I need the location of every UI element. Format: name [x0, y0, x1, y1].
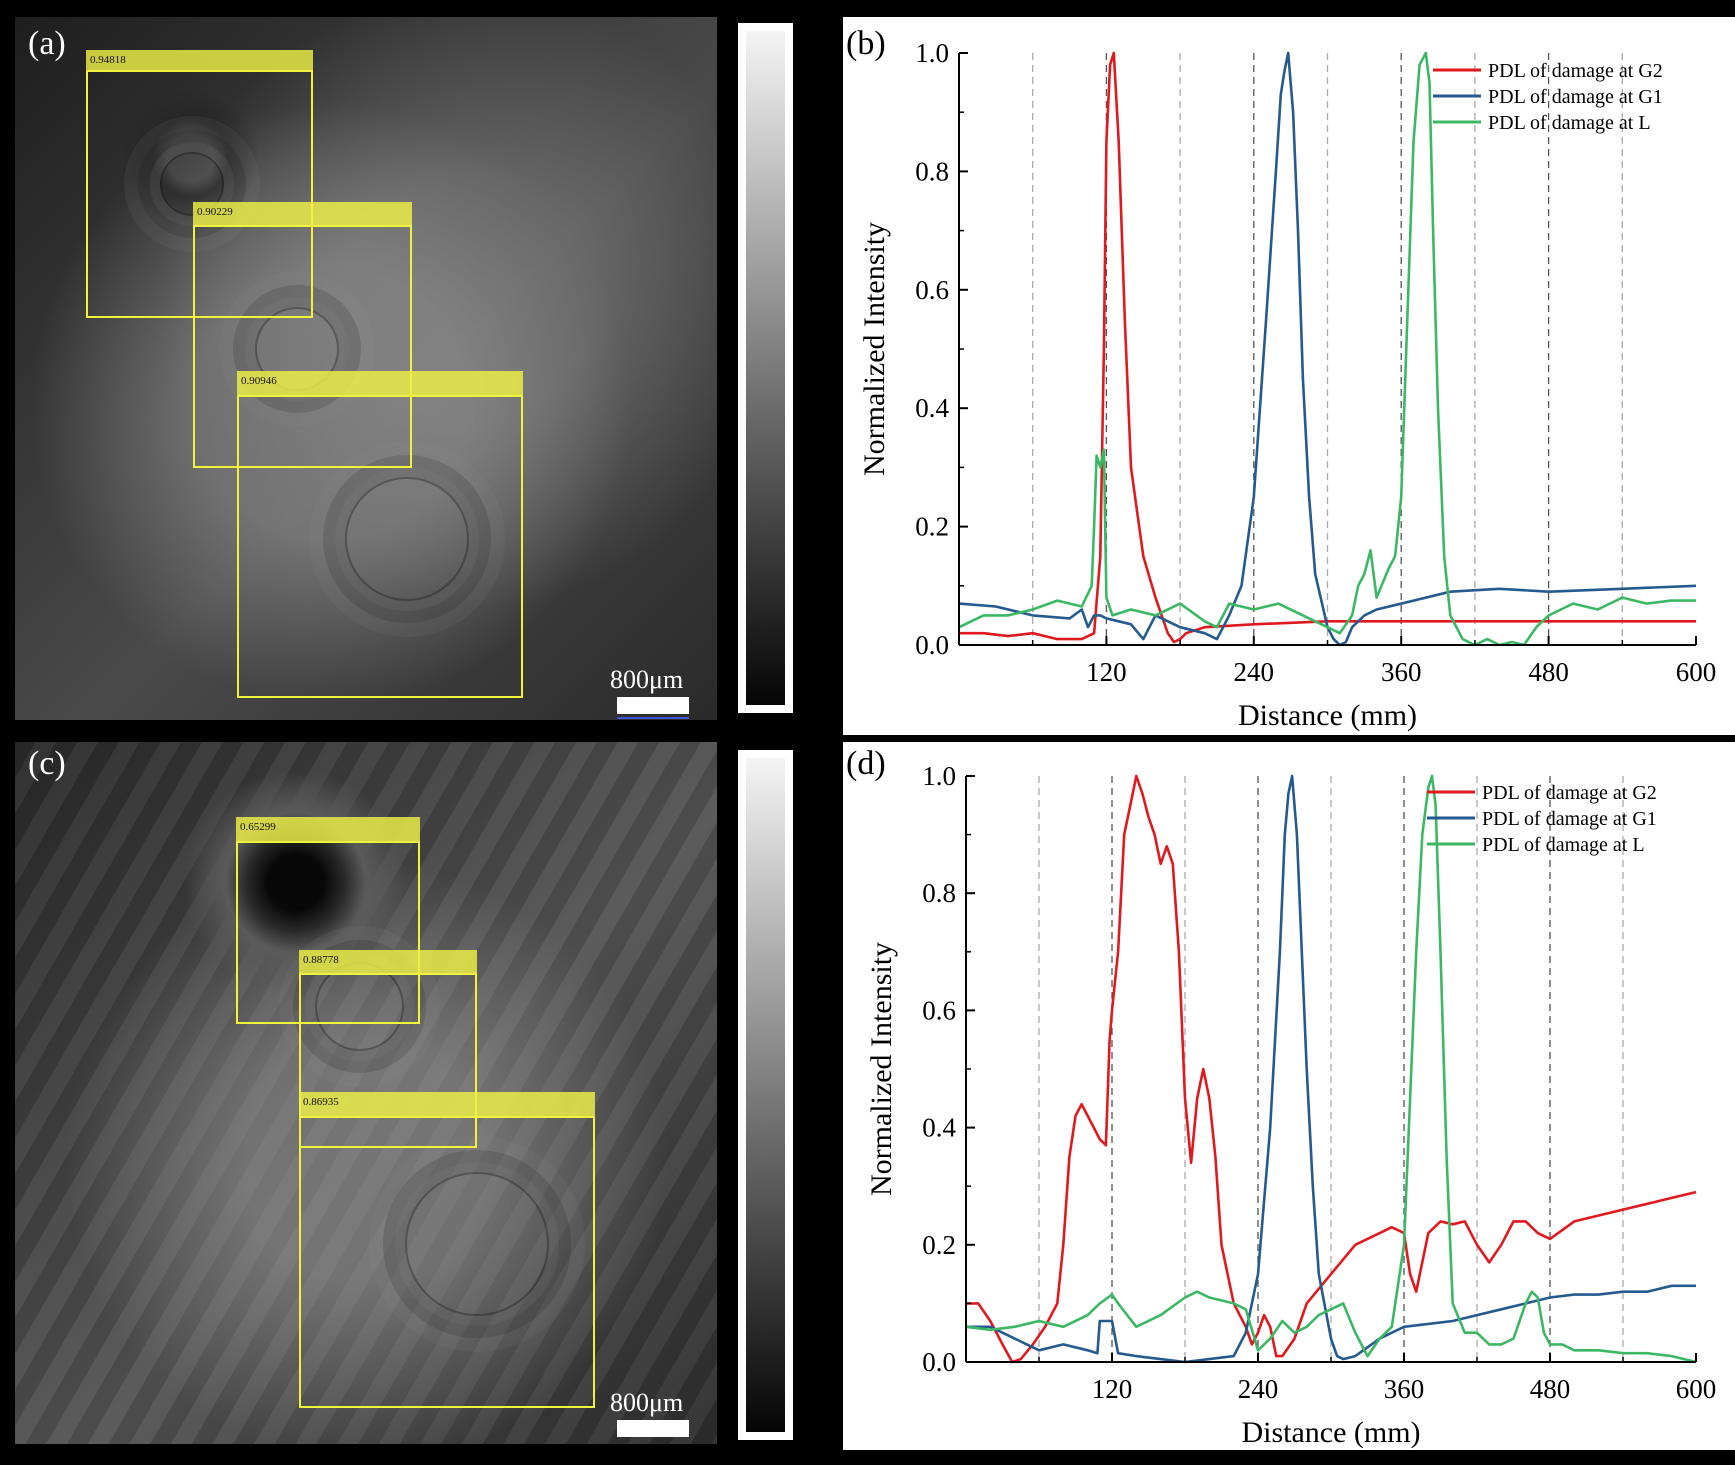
ring-pattern — [345, 477, 469, 601]
panel-label-b: (b) — [846, 25, 886, 62]
x-tick-label: 360 — [1384, 1374, 1425, 1404]
x-tick-label: 480 — [1528, 657, 1569, 687]
scale-bar — [617, 1420, 689, 1437]
x-axis-title: Distance (mm) — [1241, 1416, 1420, 1449]
detection-box — [193, 225, 412, 468]
scale-bar-label: 800μm — [610, 665, 684, 694]
legend-label: PDL of damage at G1 — [1482, 808, 1657, 830]
chart-d: 0.0 0.2 0.4 0.6 0.8 1.0 120 240 360 480 600 Distanc… — [865, 761, 1717, 1449]
ring-pattern — [405, 1172, 549, 1316]
legend-label: PDL of damage at G2 — [1482, 782, 1657, 804]
x-tick-label: 120 — [1092, 1374, 1133, 1404]
panel-label-a: (a) — [28, 25, 66, 62]
x-tick-label: 600 — [1676, 657, 1717, 687]
y-tick-label: 0.4 — [915, 393, 949, 423]
x-tick-label: 240 — [1234, 657, 1275, 687]
series-line — [966, 774, 1697, 1364]
y-axis-title: Normalized Intensity — [858, 222, 891, 476]
ring-pattern — [160, 152, 224, 216]
colorbar-gradient — [746, 31, 785, 705]
series-line — [965, 774, 1697, 1364]
detection-score: 0.90229 — [193, 202, 412, 226]
series-line — [966, 774, 1696, 1364]
legend-label: PDL of damage at G1 — [1488, 86, 1663, 108]
detection-score: 0.90946 — [237, 371, 523, 396]
legend-label: PDL of damage at L — [1488, 112, 1651, 134]
x-tick-label: 480 — [1530, 1374, 1571, 1404]
panel-a-image: 0.94818 0.90229 0.90946 800μm — [15, 17, 717, 720]
panel-label-d: (d) — [846, 745, 886, 782]
y-tick-label: 0.6 — [922, 995, 956, 1025]
x-axis-title: Distance (mm) — [1238, 699, 1417, 732]
chart-b: 0.0 0.2 0.4 0.6 0.8 1.0 120 240 360 480 600 Distanc… — [858, 38, 1717, 732]
panel-d-background — [843, 742, 1735, 1450]
x-tick-label: 240 — [1238, 1374, 1279, 1404]
y-tick-label: 0.0 — [915, 630, 949, 660]
y-tick-label: 0.2 — [922, 1230, 956, 1260]
detection-box — [237, 395, 523, 698]
y-tick-label: 0.6 — [915, 275, 949, 305]
y-tick-label: 0.4 — [922, 1113, 956, 1143]
detection-box — [299, 1116, 595, 1408]
detection-box — [299, 973, 477, 1148]
x-tick-label: 120 — [1086, 657, 1127, 687]
detection-score: 0.86935 — [299, 1092, 595, 1117]
detection-score: 0.94818 — [86, 50, 313, 72]
scale-bar-label: 800μm — [610, 1388, 684, 1417]
scale-bar — [617, 697, 689, 714]
series-line — [959, 51, 1696, 644]
y-tick-label: 1.0 — [922, 761, 956, 791]
panel-c-image: 0.65299 0.88778 0.86935 800μm — [15, 742, 717, 1444]
detection-score: 0.65299 — [236, 817, 420, 842]
y-tick-label: 0.8 — [915, 156, 949, 186]
x-tick-label: 600 — [1676, 1374, 1717, 1404]
x-tick-label: 360 — [1381, 657, 1422, 687]
colorbar-a — [738, 23, 793, 713]
colorbar-c — [738, 750, 793, 1440]
colorbar-gradient — [746, 758, 785, 1432]
y-tick-label: 0.0 — [922, 1347, 956, 1377]
y-tick-label: 0.2 — [915, 512, 949, 542]
y-tick-label: 1.0 — [915, 38, 949, 68]
scale-bar-underline — [617, 717, 689, 719]
series-line — [958, 51, 1697, 647]
panel-label-c: (c) — [28, 745, 66, 782]
y-tick-label: 0.8 — [922, 878, 956, 908]
y-axis-title: Normalized Intensity — [865, 942, 898, 1196]
legend-label: PDL of damage at L — [1482, 834, 1645, 856]
legend-label: PDL of damage at G2 — [1488, 60, 1663, 82]
detection-box — [236, 841, 420, 1024]
detection-score: 0.88778 — [299, 950, 477, 974]
